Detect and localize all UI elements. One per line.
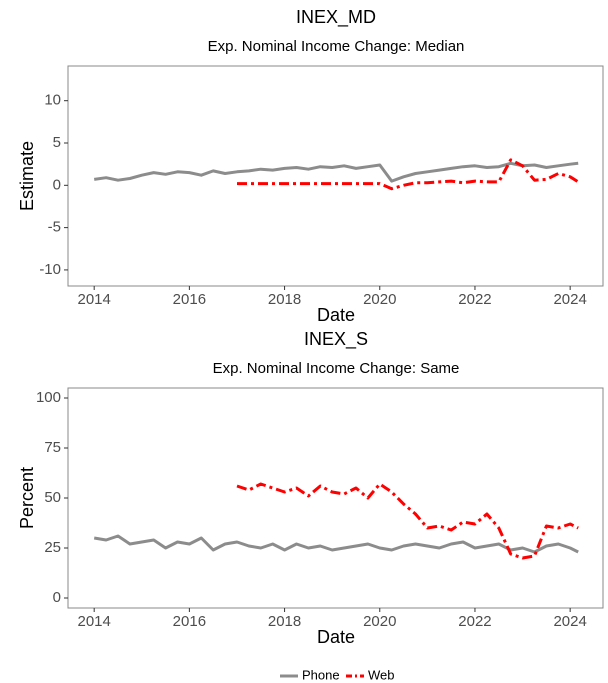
chart-title: INEX_S bbox=[304, 329, 368, 350]
legend: Phone Web bbox=[280, 667, 395, 682]
x-tick-label: 2020 bbox=[363, 291, 396, 308]
y-tick-label: 5 bbox=[53, 134, 61, 151]
x-tick-label: 2016 bbox=[173, 613, 206, 630]
y-tick-label: 75 bbox=[44, 439, 61, 456]
y-axis-title: Percent bbox=[17, 467, 37, 529]
y-axis-title: Estimate bbox=[17, 141, 37, 211]
x-axis-title: Date bbox=[317, 627, 355, 647]
y-tick-label: 25 bbox=[44, 539, 61, 556]
plot-frame bbox=[67, 65, 604, 287]
plot-frame bbox=[67, 387, 604, 609]
series-line bbox=[93, 534, 579, 554]
x-tick-label: 2024 bbox=[553, 613, 586, 630]
chart-subtitle: Exp. Nominal Income Change: Same bbox=[213, 360, 460, 377]
x-tick-label: 2018 bbox=[268, 291, 301, 308]
y-tick-label: -10 bbox=[39, 261, 61, 278]
x-tick-label: 2016 bbox=[173, 291, 206, 308]
y-tick-label: 0 bbox=[53, 589, 61, 606]
chart-subtitle: Exp. Nominal Income Change: Median bbox=[208, 38, 465, 55]
legend-label: Web bbox=[368, 667, 395, 682]
chart-title: INEX_MD bbox=[296, 7, 376, 28]
x-tick-label: 2020 bbox=[363, 613, 396, 630]
x-tick-label: 2024 bbox=[553, 291, 586, 308]
legend-label: Phone bbox=[302, 667, 340, 682]
y-tick-label: 100 bbox=[36, 389, 61, 406]
x-tick-label: 2014 bbox=[77, 291, 110, 308]
y-tick-label: 10 bbox=[44, 92, 61, 109]
y-tick-label: 0 bbox=[53, 176, 61, 193]
x-tick-label: 2022 bbox=[458, 613, 491, 630]
series-line bbox=[237, 158, 580, 191]
x-tick-label: 2018 bbox=[268, 613, 301, 630]
y-tick-label: 50 bbox=[44, 489, 61, 506]
series-line bbox=[236, 482, 579, 560]
x-tick-label: 2014 bbox=[77, 613, 110, 630]
x-tick-label: 2022 bbox=[458, 291, 491, 308]
y-tick-label: -5 bbox=[48, 219, 61, 236]
series-line bbox=[93, 161, 579, 183]
x-axis-title: Date bbox=[317, 305, 355, 325]
